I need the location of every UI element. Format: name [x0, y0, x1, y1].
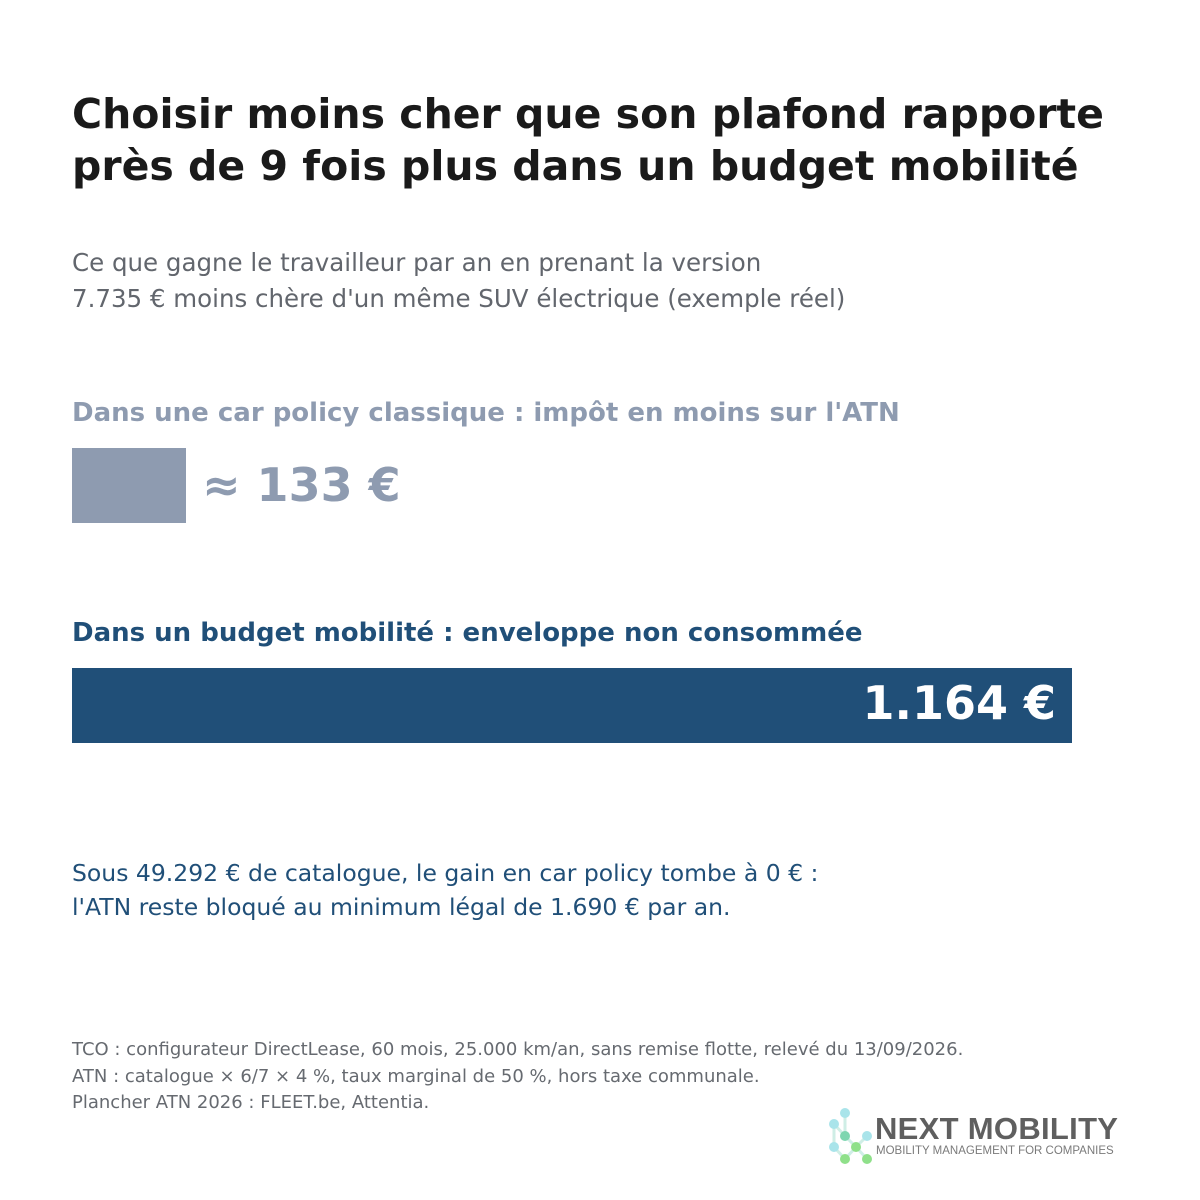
bar-label-budget-mobilite: Dans un budget mobilité : enveloppe non …	[72, 618, 863, 648]
chart-subtitle: Ce que gagne le travailleur par an en pr…	[72, 245, 1152, 317]
source-line: Plancher ATN 2026 : FLEET.be, Attentia.	[72, 1092, 430, 1113]
source-line: ATN : catalogue × 6/7 × 4 %, taux margin…	[72, 1065, 760, 1087]
logo-node	[829, 1119, 839, 1129]
value-label-budget-mobilite: 1.164 €	[862, 676, 1056, 730]
logo-mark-network	[829, 1108, 872, 1164]
bar-budget-mobilite	[72, 668, 1072, 743]
bar-label-car-policy: Dans une car policy classique : impôt en…	[72, 398, 900, 428]
source-line: TCO : configurateur DirectLease, 60 mois…	[72, 1039, 964, 1060]
logo-name: NEXT MOBILITY	[875, 1111, 1119, 1146]
chart-note-line: Sous 49.292 € de catalogue, le gain en c…	[72, 859, 819, 887]
logo-tagline: MOBILITY MANAGEMENT FOR COMPANIES	[876, 1145, 1114, 1157]
logo-node	[840, 1131, 850, 1141]
chart-title-line: près de 9 fois plus dans un budget mobil…	[72, 142, 1079, 190]
logo-node	[829, 1142, 839, 1152]
logo-node	[840, 1108, 850, 1118]
logo-mark-icon	[829, 1108, 872, 1164]
chart-subtitle-line: Ce que gagne le travailleur par an en pr…	[72, 248, 762, 277]
source-footnote: TCO : configurateur DirectLease, 60 mois…	[72, 1037, 1072, 1117]
logo-node	[862, 1154, 872, 1164]
chart-subtitle-line: 7.735 € moins chère d'un même SUV électr…	[72, 284, 846, 313]
logo-node	[862, 1131, 872, 1141]
chart-note-line: l'ATN reste bloqué au minimum légal de 1…	[72, 893, 731, 921]
logo-node	[840, 1154, 850, 1164]
chart-note: Sous 49.292 € de catalogue, le gain en c…	[72, 856, 1152, 924]
logo-node	[851, 1142, 861, 1152]
next-mobility-logo: NEXT MOBILITY MOBILITY MANAGEMENT FOR CO…	[826, 1106, 1136, 1168]
bar-car-policy	[72, 448, 186, 523]
chart-title-line: Choisir moins cher que son plafond rappo…	[72, 90, 1104, 138]
chart-title: Choisir moins cher que son plafond rappo…	[72, 88, 1172, 192]
value-label-car-policy: ≈ 133 €	[202, 458, 401, 512]
